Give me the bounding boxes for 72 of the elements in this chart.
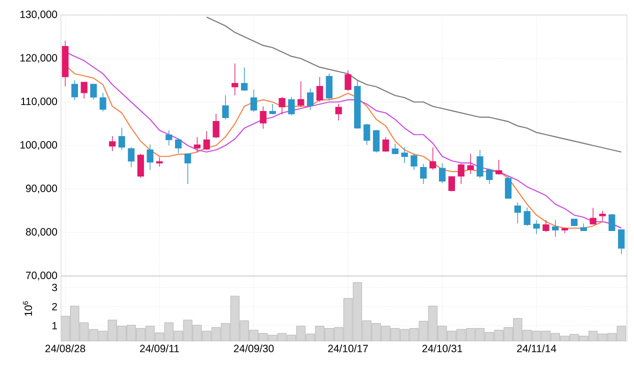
candlestick — [232, 63, 238, 96]
candlestick — [128, 146, 135, 168]
candlestick — [203, 130, 210, 150]
candlestick — [552, 220, 559, 238]
candlestick — [344, 70, 352, 92]
candlestick — [326, 73, 332, 101]
candlestick — [533, 220, 540, 234]
x-tick-label: 24/09/30 — [234, 344, 274, 352]
candlestick — [184, 152, 192, 184]
y-tick-label: 3 — [52, 284, 58, 292]
y-tick-label: 2 — [52, 302, 57, 310]
candlestick — [137, 153, 144, 178]
candlestick — [430, 146, 436, 170]
candlestick — [438, 162, 446, 184]
candlestick — [212, 113, 220, 138]
candlestick — [476, 150, 484, 178]
candlestick — [542, 220, 550, 232]
candlestick — [194, 136, 201, 153]
candlestick — [166, 130, 172, 146]
y-tick-label: 1 — [52, 322, 57, 330]
candlestick — [599, 210, 606, 222]
candlestick — [316, 76, 324, 102]
x-tick-label: 24/09/11 — [140, 344, 179, 352]
candlestick — [524, 207, 530, 226]
candlestick — [175, 138, 182, 154]
candlestick — [401, 146, 408, 164]
y-tick-label: 130,000 — [20, 10, 58, 20]
x-tick-label: 24/08/28 — [45, 344, 86, 352]
candlestick — [382, 136, 390, 152]
candlestick — [504, 176, 512, 200]
candlestick — [458, 163, 464, 184]
x-tick-label: 24/10/17 — [328, 344, 368, 352]
candlestick — [269, 104, 276, 115]
candlestick — [335, 103, 342, 121]
candlestick — [420, 163, 427, 184]
candlestick — [90, 84, 97, 100]
candlestick — [514, 202, 521, 224]
candlestick — [288, 96, 295, 116]
candlestick — [278, 96, 286, 115]
candlestick — [608, 214, 616, 232]
candlestick — [467, 153, 474, 174]
candlestick — [590, 208, 596, 226]
y-tick-label: 110,000 — [21, 98, 58, 106]
candlestick — [71, 80, 78, 101]
y-tick-label: 120,000 — [20, 54, 58, 63]
y-tick-label: 90,000 — [26, 184, 58, 194]
candlestick — [306, 88, 314, 110]
candlestick — [496, 160, 502, 175]
candlestick — [156, 156, 163, 167]
candlestick — [100, 92, 106, 112]
candlestick — [222, 94, 229, 120]
candlestick — [448, 176, 456, 192]
candlestick — [364, 123, 370, 146]
candlestick — [146, 144, 154, 170]
candlestick — [618, 229, 625, 255]
x-tick-label: 24/11/14 — [517, 344, 556, 352]
candlestick — [250, 89, 258, 112]
candlestick — [260, 106, 266, 130]
y-axis-title: 10$^{6}$ — [22, 301, 32, 316]
candlestick — [410, 153, 418, 170]
candlestick — [80, 82, 88, 99]
x-tick-label: 24/10/31 — [422, 344, 462, 352]
y-tick-label: 80,000 — [26, 228, 58, 237]
candlestick — [486, 168, 493, 184]
candlestick — [241, 67, 248, 92]
candlestick — [118, 127, 126, 150]
y-tick-label: 70,000 — [26, 272, 58, 280]
candlestick — [109, 136, 116, 152]
candlestick — [298, 80, 304, 108]
y-tick-label: 100,000 — [20, 141, 58, 150]
candlestick — [372, 129, 380, 153]
candlestick — [392, 143, 398, 155]
